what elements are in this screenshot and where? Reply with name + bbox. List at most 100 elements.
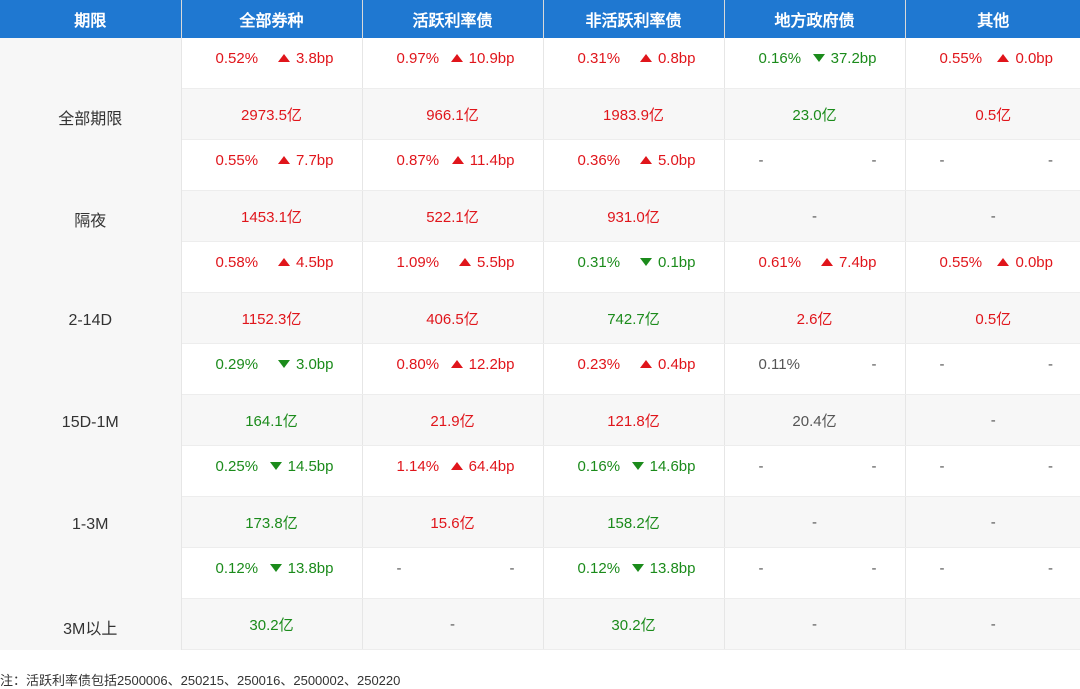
rate-value: 0.87% [396,151,440,169]
volume-value: 1453.1亿 [241,208,302,226]
volume-value: - [450,615,455,633]
bp-value: 12.2bp [468,355,515,373]
bp-change: 10.9bp [450,50,515,67]
volume-value: - [990,207,996,225]
bp-change: 13.8bp [269,560,334,577]
rate-value: - [758,457,764,475]
bp-change: - [872,152,877,169]
rate-value: - [939,355,945,373]
header-tenor: 期限 [0,0,182,38]
triangle-down-icon [269,564,282,572]
rate-cell: 0.61% 7.4bp [724,241,906,293]
rate-value: - [758,151,764,169]
bp-value: 4.5bp [295,253,334,271]
rate-cell: 0.58% 4.5bp [181,241,363,293]
volume-value: 1983.9亿 [603,106,664,124]
triangle-down-icon [631,564,644,572]
rate-cell: 0.29% 3.0bp [181,343,363,395]
volume-cell: 158.2亿 [543,496,725,548]
rate-cell: 0.97% 10.9bp [362,38,544,89]
volume-value: 406.5亿 [426,310,479,328]
rate-value: 0.55% [215,151,259,169]
header-others: 其他 [905,0,1080,38]
table-row-volume: 2973.5亿 966.1亿 1983.9亿 23.0亿 0.5亿 [0,88,1080,140]
bp-change: 3.8bp [277,50,334,67]
volume-cell: 173.8亿 [181,496,363,548]
bp-change: - [510,560,515,577]
volume-value: 30.2亿 [611,616,656,634]
table-row-rate: 全部期限 0.52% 3.8bp 0.97% 10.9bp 0.31% 0.8bp 0.16%… [0,38,1080,140]
rate-cell: 0.52% 3.8bp [181,38,363,89]
volume-value: - [812,207,817,225]
table-body: 全部期限 0.52% 3.8bp 0.97% 10.9bp 0.31% 0.8bp 0.16%… [0,38,1080,650]
volume-cell: 2973.5亿 [181,88,363,140]
volume-value: 742.7亿 [607,310,660,328]
volume-value: - [812,615,817,633]
rate-value: 0.31% [577,49,621,67]
triangle-up-icon [997,258,1010,266]
rate-value: 0.31% [577,253,621,271]
rate-value: 0.23% [577,355,621,373]
tenor-label-text: 15D-1M [61,413,119,431]
rate-value: - [939,457,945,475]
rate-cell: 1.14% 64.4bp [362,445,544,497]
bp-change: - [1048,152,1053,169]
bp-value: 0.0bp [1015,253,1053,271]
rate-cell: -- [905,547,1080,599]
rate-cell: 0.80% 12.2bp [362,343,544,395]
volume-cell: 931.0亿 [543,190,725,242]
header-inactive-rate-bonds: 非活跃利率债 [543,0,725,38]
table-row-rate: 3M以上 0.12% 13.8bp - -0.12% 13.8bp - - - - [0,547,1080,650]
rate-value: 0.52% [215,49,259,67]
bp-change: 3.0bp [277,356,334,373]
bp-change: - [1048,356,1053,373]
rate-value: 0.25% [215,457,259,475]
bp-change: 5.0bp [639,152,696,169]
triangle-up-icon [639,54,652,62]
bp-value: 11.4bp [469,151,515,169]
rate-cell: 0.25% 14.5bp [181,445,363,497]
bp-change: 64.4bp [450,458,515,475]
bp-change: 0.0bp [997,254,1053,271]
rate-cell: 1.09% 5.5bp [362,241,544,293]
rate-value: - [758,559,764,577]
triangle-up-icon [820,258,833,266]
bp-value: 37.2bp [830,49,877,67]
volume-cell: - [724,496,906,548]
volume-cell: 164.1亿 [181,394,363,446]
bp-value: - [1048,355,1053,373]
table-row-volume: 30.2亿 - 30.2亿 - - [0,598,1080,650]
rate-cell: -- [724,445,906,497]
volume-cell: 406.5亿 [362,292,544,344]
rate-cell: 0.11% - [724,343,906,395]
bp-value: 14.5bp [287,457,334,475]
triangle-up-icon [277,54,290,62]
volume-value: 2.6亿 [796,310,833,328]
volume-value: 158.2亿 [607,514,660,532]
table-row-rate: 1-3M 0.25% 14.5bp 1.14% 64.4bp 0.16% 14.6bp - - -… [0,445,1080,548]
tenor-label-text: 隔夜 [74,212,107,230]
table-row-volume: 1453.1亿 522.1亿 931.0亿 - - [0,190,1080,242]
footnote: 注：活跃利率债包括2500006、250215、250016、2500002、2… [0,673,401,688]
volume-cell: 21.9亿 [362,394,544,446]
bp-value: 7.7bp [295,151,334,169]
bp-value: - [871,457,877,475]
bp-value: 7.4bp [838,253,877,271]
bp-change: 14.5bp [269,457,334,475]
bp-change: 0.4bp [639,356,696,373]
triangle-down-icon [269,462,282,470]
rate-value: 0.58% [215,253,259,271]
header-local-gov-bonds: 地方政府债 [724,0,906,38]
bp-change: 13.8bp [631,560,696,577]
table-row-volume: 164.1亿 21.9亿 121.8亿 20.4亿 - [0,394,1080,446]
volume-cell: 15.6亿 [362,496,544,548]
rate-value: - [396,559,402,577]
volume-cell: - [724,190,906,242]
bp-change: 0.0bp [997,50,1053,67]
rate-value: - [939,559,945,577]
rate-cell: 0.55% 0.0bp [905,241,1080,293]
bp-change: - [1048,458,1053,475]
volume-value: 173.8亿 [245,514,298,532]
tenor-label-text: 全部期限 [58,110,123,128]
volume-cell: 2.6亿 [724,292,906,344]
